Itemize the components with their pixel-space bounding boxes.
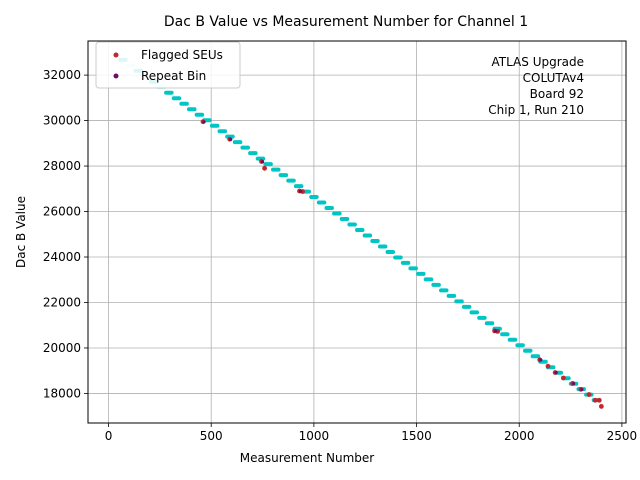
repeat-bin-point: [554, 371, 558, 375]
x-axis-label: Measurement Number: [240, 451, 374, 465]
y-tick-label: 24000: [43, 250, 81, 264]
x-tick-label: 2000: [504, 429, 535, 443]
y-tick-label: 22000: [43, 295, 81, 309]
repeat-bin-point: [229, 137, 233, 142]
annotation-line: Chip 1, Run 210: [488, 103, 584, 117]
repeat-bin-point: [539, 358, 543, 362]
legend-label-repeat-bin: Repeat Bin: [141, 69, 206, 83]
annotation-box: ATLAS Upgrade COLUTAv4 Board 92 Chip 1, Run…: [488, 55, 584, 117]
legend-box: [95, 41, 241, 89]
flagged-seu-point: [545, 363, 551, 369]
x-tick-label: 1500: [401, 429, 432, 443]
axis-ticks: 0 500 1000 1500 2000 2500 18000 20000 22000 24000…: [43, 68, 637, 443]
y-tick-label: 30000: [43, 114, 81, 128]
flagged-seu-point: [598, 404, 604, 409]
y-tick-label: 28000: [43, 159, 81, 173]
legend-marker-repeat-bin: [113, 73, 119, 79]
x-tick-label: 0: [105, 429, 113, 443]
repeat-bin-point: [202, 120, 206, 124]
repeat-bin-point: [580, 387, 584, 392]
grid: [88, 41, 626, 423]
plot-frame: [87, 40, 627, 424]
y-tick-label: 32000: [43, 68, 81, 82]
flagged-seu-point: [586, 392, 592, 397]
x-tick-label: 500: [200, 429, 223, 443]
repeat-bin-point: [298, 189, 303, 193]
annotation-line: ATLAS Upgrade: [491, 55, 584, 69]
annotation-line: Board 92: [530, 87, 584, 101]
repeat-bin-point: [260, 160, 265, 164]
flagged-seu-point: [560, 375, 566, 381]
chart-title: Dac B Value vs Measurement Number for Ch…: [164, 14, 528, 30]
y-tick-label: 20000: [43, 341, 81, 355]
y-tick-label: 18000: [43, 386, 81, 400]
marker-series: [200, 119, 604, 409]
annotation-line: COLUTAv4: [523, 71, 584, 85]
legend-label-flagged-seus: Flagged SEUs: [141, 48, 223, 62]
repeat-bin-point: [572, 381, 576, 386]
y-tick-label: 26000: [43, 205, 81, 219]
series-repeat-bin: [202, 120, 584, 392]
y-axis-label: Dac B Value: [14, 196, 28, 268]
legend-marker-flagged-seus: [113, 52, 119, 58]
x-tick-label: 1000: [299, 429, 330, 443]
legend: Flagged SEUs Repeat Bin: [95, 41, 241, 89]
flagged-seu-point: [592, 397, 598, 403]
flagged-seu-point: [262, 165, 267, 171]
repeat-bin-point: [494, 329, 498, 333]
flagged-seu-point: [596, 397, 602, 403]
x-tick-label: 2500: [607, 429, 638, 443]
